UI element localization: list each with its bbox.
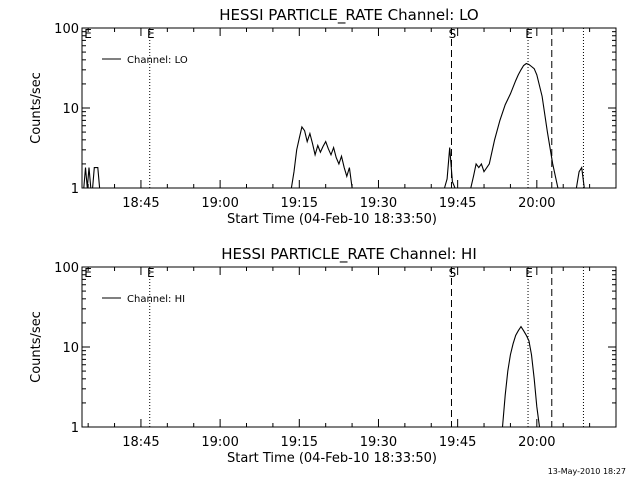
marker-label: E	[525, 27, 533, 41]
y-tick-label: 10	[62, 102, 79, 117]
marker-label: E	[147, 266, 155, 280]
x-tick-label: 19:30	[360, 196, 397, 211]
y-tick-label: 1	[71, 421, 79, 436]
series-line-0	[501, 325, 541, 428]
x-axis-label: Start Time (04-Feb-10 18:33:50)	[227, 451, 437, 466]
y-tick-label: 100	[54, 22, 79, 37]
legend-entry: Channel: LO	[127, 55, 188, 66]
x-tick-label: 20:00	[518, 435, 555, 450]
x-tick-label: 19:30	[360, 435, 397, 450]
chart-title: HESSI PARTICLE_RATE Channel: HI	[221, 245, 477, 264]
y-tick-label: 10	[62, 341, 79, 356]
plot-frame	[81, 27, 617, 189]
x-tick-label: 19:15	[281, 196, 318, 211]
marker-label: S	[449, 266, 457, 280]
marker-label: E	[525, 266, 533, 280]
x-tick-label: 18:45	[122, 196, 159, 211]
plot-frame	[81, 266, 617, 428]
x-tick-label: 19:00	[201, 435, 238, 450]
y-axis-label: Counts/sec	[29, 72, 44, 144]
x-tick-label: 19:15	[281, 435, 318, 450]
x-axis-label: Start Time (04-Feb-10 18:33:50)	[227, 212, 437, 227]
x-tick-label: 18:45	[122, 435, 159, 450]
x-tick-label: 20:00	[518, 196, 555, 211]
marker-label: S	[449, 27, 457, 41]
legend-entry: Channel: HI	[127, 294, 185, 305]
y-axis-label: Counts/sec	[29, 311, 44, 383]
x-tick-label: 19:45	[439, 435, 476, 450]
x-tick-label: 19:45	[439, 196, 476, 211]
y-tick-label: 1	[71, 182, 79, 197]
footer-date: 13-May-2010 18:27	[548, 467, 626, 476]
x-tick-label: 19:00	[201, 196, 238, 211]
marker-label: E	[147, 27, 155, 41]
chart-title: HESSI PARTICLE_RATE Channel: LO	[219, 6, 478, 25]
marker-label-start: E	[84, 27, 92, 41]
y-tick-label: 100	[54, 261, 79, 276]
marker-label-start: E	[84, 266, 92, 280]
series-line-0	[83, 62, 585, 189]
